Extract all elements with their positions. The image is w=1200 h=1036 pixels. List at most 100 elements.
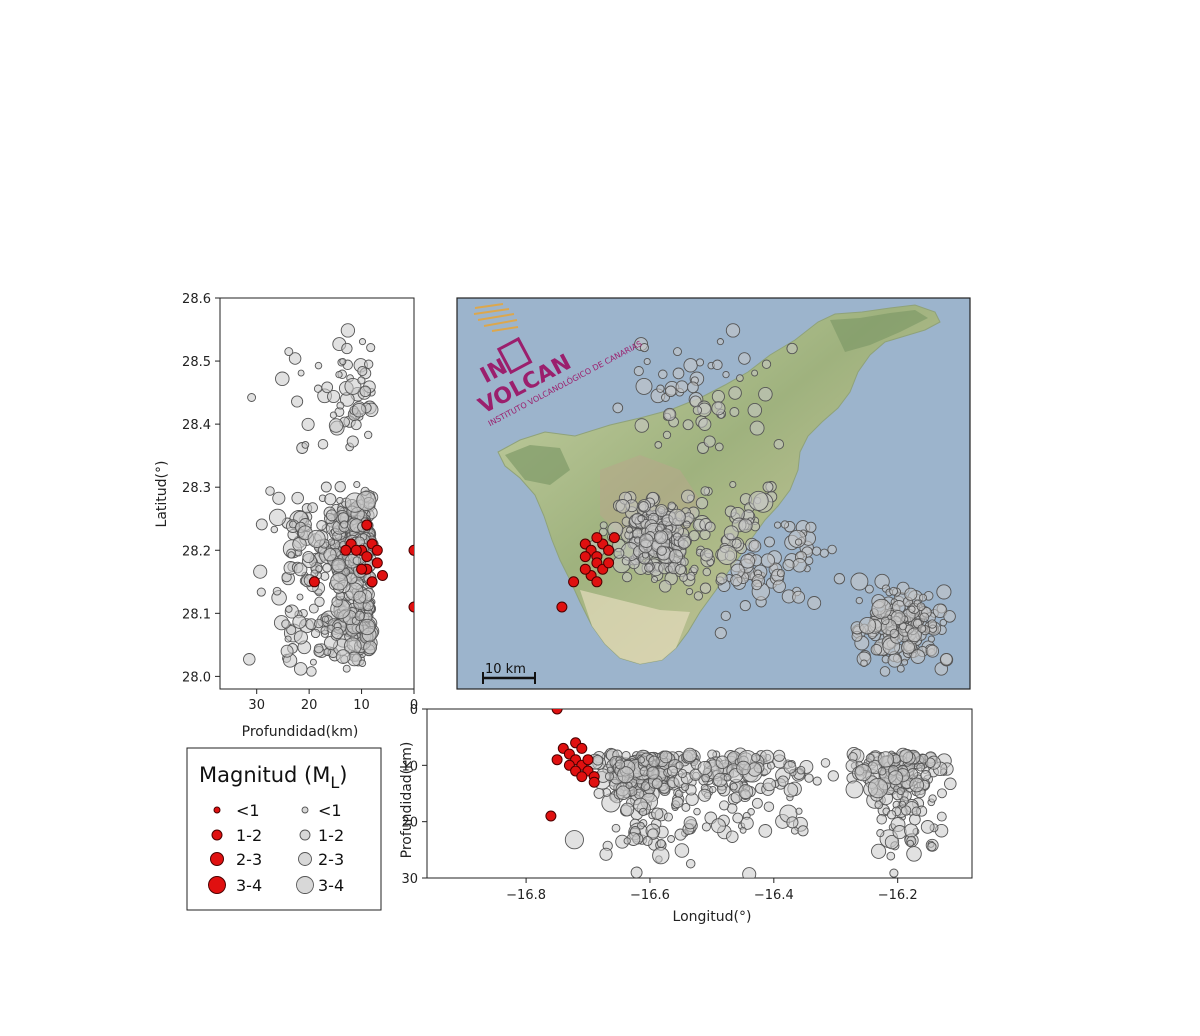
historic-depth-point-bottom (689, 768, 702, 781)
historic-epicenter (901, 640, 915, 655)
depth-tick-bottom-label: 10 (401, 759, 418, 774)
historic-depth-point (346, 435, 359, 448)
historic-depth-point (358, 618, 376, 636)
recent-events-bottom (545, 709, 600, 822)
historic-depth-point (353, 590, 367, 604)
historic-depth-point-bottom (928, 794, 937, 803)
historic-depth-point-bottom (916, 762, 926, 772)
historic-epicenter (908, 605, 916, 613)
recent-depth-point-bottom (551, 709, 563, 715)
historic-depth-point (331, 558, 346, 573)
depth-tick-label: 30 (248, 698, 265, 713)
historic-epicenter (667, 501, 676, 511)
historic-epicenter (833, 573, 846, 585)
epicenter-map-panel: IN VOLCAN INSTITUTO VOLCANOLÓGICO DE CAN… (456, 297, 971, 690)
historic-epicenter (786, 342, 798, 355)
historic-epicenter (615, 499, 630, 514)
historic-epicenter (748, 539, 762, 553)
legend-recent-marker (208, 876, 226, 894)
historic-epicenter (599, 521, 608, 530)
historic-depth-point-bottom (723, 773, 732, 782)
latitude-axis-label: Latitud(°) (154, 461, 170, 528)
historic-depth-point (342, 664, 351, 673)
historic-depth-point (366, 343, 376, 353)
historic-epicenter (943, 610, 956, 623)
historic-epicenter (690, 564, 699, 574)
historic-depth-point-bottom (693, 807, 701, 816)
historic-depth-point-bottom (681, 782, 690, 791)
recent-events-left (308, 519, 414, 613)
historic-depth-point-bottom (854, 763, 872, 782)
historic-epicenter (748, 490, 769, 511)
historic-epicenter (747, 402, 763, 418)
historic-depth-point (321, 615, 329, 623)
historic-depth-point-bottom (599, 847, 613, 861)
longitude-tick-label: −16.6 (630, 888, 670, 903)
historic-depth-point-bottom (742, 867, 757, 878)
historic-depth-point (359, 385, 372, 398)
historic-depth-point-bottom (651, 778, 663, 789)
historic-depth-point-bottom (845, 780, 864, 799)
historic-depth-point-bottom (889, 868, 899, 878)
historic-epicenter (639, 533, 654, 548)
historic-depth-point (358, 659, 367, 667)
historic-depth-point (310, 628, 321, 639)
historic-epicenter (644, 563, 654, 573)
historic-depth-point (272, 586, 282, 596)
historic-depth-point (344, 377, 362, 395)
historic-depth-point-bottom (615, 759, 626, 770)
historic-epicenter (668, 549, 684, 564)
depth-tick-bottom-label: 0 (410, 703, 418, 718)
historic-epicenter (692, 405, 703, 415)
historic-epicenter (712, 359, 723, 371)
legend-historic-marker (296, 876, 314, 894)
historic-depth-point (281, 619, 291, 629)
tenerife-island-shape (497, 304, 941, 665)
historic-depth-point (285, 605, 293, 613)
longitude-axis-label: Longitud(°) (673, 909, 752, 925)
historic-depth-point-bottom (936, 811, 947, 822)
recent-epicenter (568, 576, 580, 588)
historic-epicenter (919, 612, 930, 623)
historic-depth-point (313, 643, 324, 654)
historic-epicenter (654, 530, 669, 545)
recent-depth-point (377, 570, 388, 581)
historic-depth-point (364, 359, 374, 369)
historic-depth-point-bottom (601, 793, 621, 813)
historic-epicenter (682, 419, 694, 431)
logo-sun-stripes (473, 303, 519, 332)
historic-depth-point-bottom (651, 807, 664, 820)
historic-depth-point (335, 370, 343, 379)
historic-epicenter (819, 548, 829, 558)
historic-depth-point (334, 481, 346, 493)
historic-events-bottom (564, 746, 957, 878)
historic-depth-point (292, 614, 307, 629)
historic-depth-point (323, 548, 337, 562)
historic-depth-point (357, 366, 368, 377)
historic-depth-point (352, 556, 362, 566)
historic-epicenter (675, 563, 686, 575)
historic-depth-point-bottom (667, 765, 678, 777)
historic-depth-point-bottom (888, 770, 904, 786)
historic-depth-point (351, 402, 367, 418)
historic-depth-point (253, 564, 268, 579)
historic-depth-point-bottom (617, 766, 635, 784)
historic-depth-point (291, 491, 304, 505)
historic-epicenter (656, 545, 667, 556)
historic-depth-point-bottom (899, 749, 914, 764)
historic-depth-point (293, 662, 308, 676)
map-frame (456, 297, 971, 690)
historic-epicenter (773, 521, 782, 529)
historic-epicenter (761, 359, 772, 369)
legend-recent-label: 1-2 (236, 826, 262, 845)
historic-depth-point-bottom (762, 777, 777, 792)
historic-depth-point-bottom (797, 825, 809, 837)
depth-latitude-panel: 28.0 28.1 28.2 28.3 28.4 28.5 28.6 30 20 10 0 Prof… (154, 292, 418, 740)
recent-depth-point-bottom (588, 776, 600, 788)
historic-depth-point (335, 649, 351, 664)
historic-depth-point-bottom (604, 771, 615, 781)
historic-epicenter (910, 649, 926, 664)
historic-depth-point (339, 357, 347, 366)
historic-epicenter (672, 367, 685, 380)
south-coast (580, 590, 690, 664)
